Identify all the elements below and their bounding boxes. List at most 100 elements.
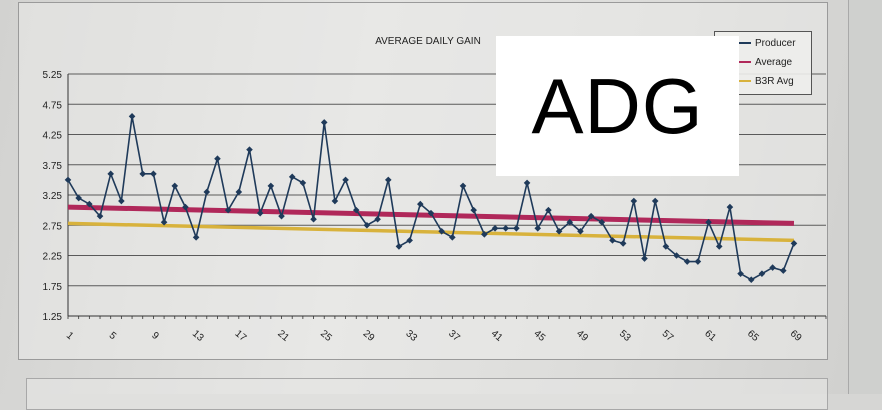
- producer-data-point: [427, 209, 435, 217]
- producer-data-point: [342, 176, 349, 184]
- legend-label-b3r-avg: B3R Avg: [755, 75, 794, 87]
- producer-data-point: [459, 182, 467, 190]
- producer-data-point: [587, 212, 595, 220]
- producer-data-point: [555, 228, 563, 235]
- producer-data-point: [449, 234, 456, 241]
- producer-data-point: [267, 182, 275, 190]
- producer-data-point: [363, 221, 371, 229]
- producer-data-point: [502, 224, 510, 232]
- x-tick-label: 45: [532, 328, 548, 344]
- y-tick-label: 1.75: [43, 282, 63, 293]
- x-tick-label: 53: [617, 328, 633, 344]
- x-tick-label: 5: [107, 330, 119, 342]
- x-tick-label: 29: [361, 328, 377, 344]
- producer-data-point: [256, 209, 264, 217]
- producer-data-point: [118, 197, 125, 205]
- producer-data-point: [171, 182, 179, 190]
- x-tick-label: 25: [318, 328, 334, 344]
- y-tick-label: 4.25: [43, 131, 63, 142]
- producer-data-point: [609, 237, 616, 244]
- producer-data-point: [790, 240, 798, 247]
- producer-data-point: [598, 218, 606, 226]
- producer-data-point: [139, 170, 147, 178]
- x-tick-label: 65: [745, 328, 761, 344]
- producer-data-point: [481, 231, 488, 238]
- producer-data-point: [683, 258, 691, 265]
- x-tick-label: 57: [660, 328, 676, 344]
- producer-data-point: [779, 267, 787, 274]
- producer-data-point: [619, 240, 627, 247]
- y-tick-label: 5.25: [43, 70, 63, 81]
- producer-data-point: [566, 218, 574, 226]
- page-edge: [848, 0, 882, 394]
- producer-data-point: [769, 264, 776, 271]
- producer-data-point: [705, 218, 712, 226]
- y-tick-label: 2.75: [43, 221, 63, 232]
- producer-data-point: [214, 155, 221, 162]
- producer-data-point: [128, 113, 136, 120]
- producer-data-point: [203, 188, 211, 196]
- chart-title: AVERAGE DAILY GAIN: [375, 36, 481, 47]
- producer-data-point: [160, 218, 168, 226]
- producer-data-point: [288, 173, 296, 181]
- producer-data-point: [523, 179, 531, 187]
- line-chart: 1.25 1.75 2.25 2.75 3.25 3.75 4.25 4.75 5.25 1 5 9 1…: [43, 70, 827, 344]
- x-tick-label: 49: [574, 328, 590, 344]
- producer-data-point: [577, 228, 584, 235]
- producer-data-point: [651, 197, 659, 205]
- producer-data-point: [278, 212, 285, 220]
- producer-data-point: [406, 237, 413, 244]
- producer-data-point: [64, 176, 72, 184]
- producer-data-point: [438, 228, 445, 235]
- producer-data-point: [75, 194, 82, 202]
- producer-data-point: [545, 206, 552, 214]
- x-tick-label: 9: [149, 330, 161, 342]
- producer-data-point: [192, 234, 200, 241]
- producer-data-point: [331, 197, 339, 205]
- x-tick-label: 13: [190, 328, 206, 344]
- producer-data-point: [662, 243, 670, 250]
- adg-overlay-label: ADG: [531, 61, 704, 150]
- x-tick-label: 33: [403, 328, 419, 344]
- producer-data-point: [417, 200, 424, 208]
- b3r-avg-line: [67, 221, 795, 243]
- producer-data-point: [694, 258, 702, 265]
- producer-data-point: [96, 212, 104, 220]
- producer-data-point: [513, 224, 520, 232]
- y-tick-label: 2.25: [43, 252, 63, 263]
- producer-data-point: [737, 270, 744, 277]
- producer-data-point: [374, 215, 381, 223]
- producer-data-point: [726, 203, 734, 211]
- producer-data-point: [246, 146, 253, 153]
- producer-data-point: [182, 203, 189, 211]
- x-tick-label: 17: [233, 328, 249, 344]
- producer-data-point: [310, 215, 317, 223]
- legend-label-producer: Producer: [755, 37, 796, 49]
- producer-data-point: [235, 188, 243, 196]
- y-tick-label: 3.75: [43, 161, 63, 172]
- producer-data-point: [747, 276, 755, 283]
- producer-data-point: [630, 197, 638, 205]
- producer-data-point: [352, 206, 360, 214]
- producer-data-point: [673, 252, 680, 259]
- producer-data-point: [107, 170, 115, 178]
- producer-data-point: [534, 224, 542, 232]
- y-tick-label: 1.25: [43, 312, 63, 323]
- producer-data-point: [150, 170, 157, 178]
- producer-data-point: [715, 243, 723, 250]
- producer-data-point: [491, 224, 499, 232]
- producer-data-point: [224, 206, 232, 214]
- producer-data-point: [320, 119, 328, 126]
- producer-data-point: [641, 255, 648, 262]
- y-tick-label: 4.75: [43, 100, 63, 111]
- x-tick-label: 69: [788, 328, 804, 344]
- adg-overlay-box: ADG: [496, 36, 739, 176]
- producer-data-point: [384, 176, 392, 184]
- x-tick-label: 41: [489, 328, 505, 344]
- producer-data-point: [86, 200, 93, 208]
- producer-data-point: [758, 270, 766, 277]
- producer-data-point: [395, 243, 403, 250]
- producer-data-point: [299, 179, 307, 187]
- y-tick-label: 3.25: [43, 191, 63, 202]
- producer-data-point: [470, 206, 477, 214]
